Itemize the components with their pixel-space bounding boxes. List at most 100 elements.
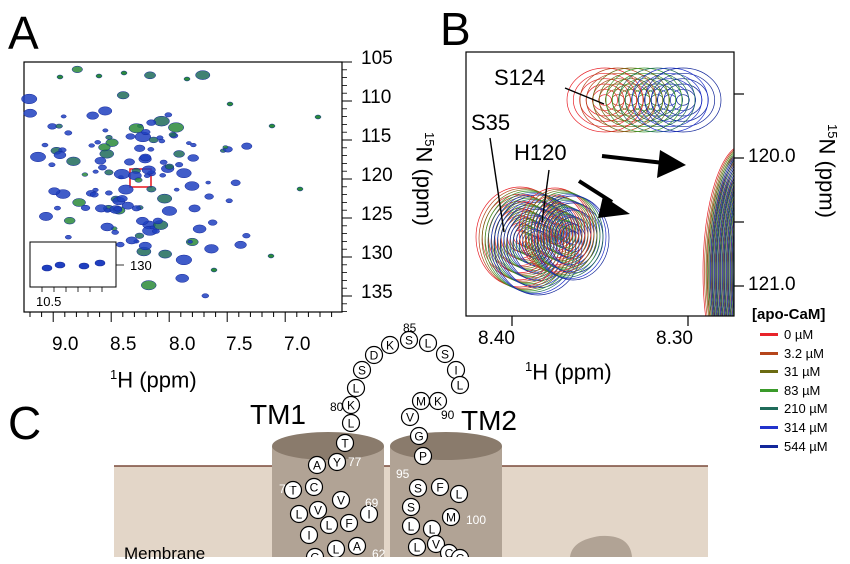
panel-b-arrows — [577, 150, 686, 218]
legend-swatch — [760, 370, 778, 374]
svg-text:M: M — [416, 395, 426, 409]
legend-label: 314 µM — [784, 420, 828, 435]
residue-number: 73 — [279, 482, 293, 496]
legend-label: 0 µM — [784, 327, 814, 342]
residue: G — [409, 426, 429, 446]
residue: S — [352, 360, 372, 380]
tm1-label: TM1 — [250, 399, 306, 430]
residue: C — [304, 477, 324, 497]
svg-text:L: L — [333, 543, 340, 557]
svg-text:L: L — [425, 337, 432, 351]
panel-a-x-tick: 7.0 — [284, 334, 311, 355]
svg-text:G: G — [310, 551, 319, 558]
peak-label-s35: S35 — [471, 110, 511, 135]
panel-a-x-tick: 9.0 — [52, 334, 79, 355]
panel-b-leader-lines — [489, 87, 605, 233]
panel-b-x-tick: 8.30 — [656, 328, 693, 349]
tm1-helix — [272, 432, 384, 557]
panel-a-y-tick: 125 — [361, 204, 393, 225]
residue-number: 80 — [330, 400, 344, 414]
residue: I — [299, 525, 319, 545]
panel-b-contours — [475, 67, 734, 316]
legend-swatch — [760, 333, 778, 336]
panel-a-x-tick: 8.5 — [110, 334, 137, 355]
panel-b-ticks — [511, 93, 744, 326]
svg-text:T: T — [289, 484, 297, 498]
svg-text:L: L — [456, 488, 463, 502]
residue: L — [401, 516, 421, 536]
panel-a-y-tick: 105 — [361, 48, 393, 69]
residue: S — [399, 330, 419, 350]
residue-chain: TLKLSDKSLSILKMVGPAYTCLVVILFGLAISFLSLLMLV… — [283, 330, 470, 558]
residue: L — [289, 504, 309, 524]
svg-text:L: L — [348, 417, 355, 431]
svg-text:I: I — [454, 364, 457, 378]
legend-swatch — [760, 407, 778, 411]
residue: M — [411, 391, 431, 411]
svg-text:L: L — [296, 508, 303, 522]
svg-text:L: L — [326, 519, 333, 533]
residue: I — [446, 360, 466, 380]
residue-number: 95 — [396, 467, 410, 481]
panel-a-inset — [29, 241, 117, 288]
svg-text:L: L — [429, 523, 436, 537]
residue: F — [339, 513, 359, 533]
residue: S — [435, 344, 455, 364]
svg-text:P: P — [419, 450, 427, 464]
legend-item: 83 µM — [760, 383, 820, 398]
residue: A — [347, 536, 367, 556]
svg-text:K: K — [434, 395, 442, 409]
panel-a-y-tick: 110 — [361, 87, 392, 108]
tm2-label: TM2 — [461, 405, 517, 436]
svg-text:V: V — [406, 411, 414, 425]
legend-item: 314 µM — [760, 420, 828, 435]
svg-text:S: S — [358, 364, 366, 378]
panel-b-frame — [465, 51, 735, 317]
panel-b-letter: B — [440, 3, 471, 55]
svg-text:C: C — [310, 481, 319, 495]
peak-label-h120: H120 — [514, 140, 567, 165]
residue: S — [401, 497, 421, 517]
residue: L — [449, 484, 469, 504]
panel-a-ticks — [29, 61, 352, 322]
panel-b-y-tick: 121.0 — [748, 274, 796, 295]
legend-swatch — [760, 426, 778, 429]
svg-text:V: V — [432, 538, 440, 552]
membrane-label: Membrane — [124, 544, 206, 563]
panel-a-y-tick: 135 — [361, 282, 393, 303]
legend-label: 210 µM — [784, 401, 828, 417]
panel-a-inset-x-tick: 10.5 — [36, 294, 62, 309]
legend-item: 544 µM — [760, 439, 828, 454]
residue: K — [428, 391, 448, 411]
legend-item: 210 µM — [760, 401, 828, 416]
residue: V — [400, 407, 420, 427]
svg-text:A: A — [313, 459, 321, 473]
panel-a-x-tick: 7.5 — [226, 334, 253, 355]
svg-text:S: S — [407, 501, 415, 515]
svg-text:L: L — [457, 379, 464, 393]
svg-text:C: C — [456, 552, 465, 558]
residue-number: 69 — [365, 496, 379, 510]
svg-text:L: L — [408, 520, 415, 534]
svg-text:F: F — [345, 517, 352, 531]
residue: V — [426, 534, 446, 554]
residue: V — [331, 490, 351, 510]
panel-b-y-tick: 120.0 — [748, 146, 796, 167]
residue: L — [341, 413, 361, 433]
residue: V — [308, 500, 328, 520]
residue: I — [359, 504, 379, 524]
legend-item: 31 µM — [760, 364, 820, 379]
legend-item: 3.2 µM — [760, 346, 824, 361]
residue: D — [364, 345, 384, 365]
panel-b-x-title: 1H (ppm) — [525, 359, 612, 385]
residue: G — [305, 547, 325, 558]
svg-text:L: L — [414, 541, 421, 555]
svg-text:F: F — [436, 481, 443, 495]
residue: L — [319, 515, 339, 535]
svg-text:L: L — [353, 382, 360, 396]
residue: L — [407, 537, 427, 557]
panel-a-inset-y-tick: 130 — [130, 258, 152, 273]
residue: P — [413, 446, 433, 466]
